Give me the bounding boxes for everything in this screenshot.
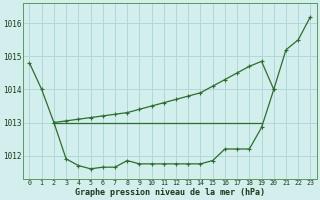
X-axis label: Graphe pression niveau de la mer (hPa): Graphe pression niveau de la mer (hPa) bbox=[75, 188, 265, 197]
